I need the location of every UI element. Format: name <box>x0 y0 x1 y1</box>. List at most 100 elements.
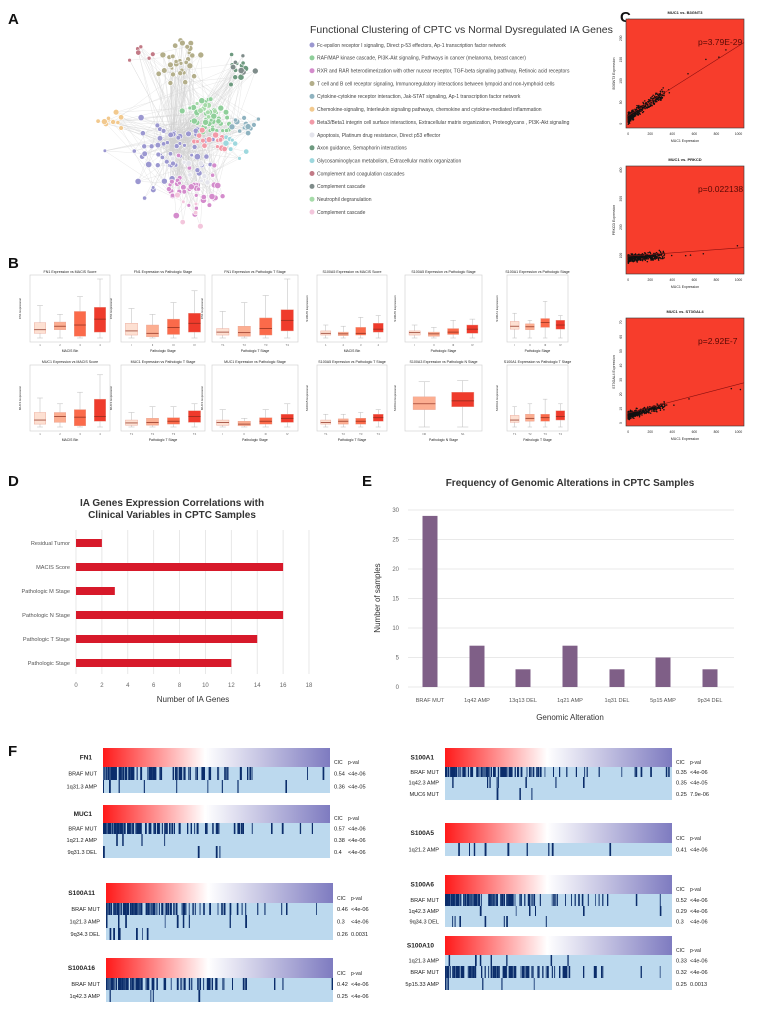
boxplot-xtick: 2 <box>342 343 344 347</box>
alteration-row: 1q42.3 AMP 0.29 <4e-06 <box>409 906 708 916</box>
alteration-event <box>475 894 477 906</box>
alteration-event <box>285 780 287 793</box>
network-node <box>217 104 225 112</box>
boxplot-title: MUC1 Expression vs Pathologic Stage <box>224 360 286 364</box>
alteration-event <box>187 823 189 834</box>
alteration-event <box>125 915 127 928</box>
alteration-event <box>567 955 569 966</box>
network-edge <box>209 77 242 113</box>
scatter-point <box>637 413 639 416</box>
expression-gradient-bar <box>445 823 672 843</box>
alteration-event <box>446 894 448 906</box>
alteration-event <box>533 894 536 906</box>
network-node <box>199 126 206 134</box>
alteration-event <box>182 915 185 928</box>
scatter-point <box>634 113 636 115</box>
alteration-event <box>238 823 241 834</box>
alteration-event <box>131 767 134 780</box>
alteration-event <box>609 843 612 856</box>
alteration-row-background <box>445 916 672 927</box>
alteration-event <box>282 978 284 990</box>
boxplot-xtick: 1 <box>39 343 41 347</box>
alteration-event <box>578 894 580 906</box>
alteration-event <box>659 894 661 906</box>
network-node <box>170 155 176 162</box>
alteration-event <box>449 894 451 906</box>
boxplot-box <box>555 410 565 421</box>
alteration-event <box>668 767 670 777</box>
scatter-xtick: 0 <box>627 278 629 282</box>
x-category-label: 1q21 AMP <box>557 698 583 704</box>
alteration-event <box>447 966 450 978</box>
alteration-event <box>453 767 456 777</box>
network-node <box>190 117 198 125</box>
alteration-event <box>525 966 527 978</box>
alteration-event <box>190 823 192 834</box>
alteration-event <box>242 978 245 990</box>
cic-value: 0.36 <box>334 785 345 791</box>
alteration-event <box>299 823 302 834</box>
x-category-label: 13q13 DEL <box>509 698 537 704</box>
alteration-event <box>121 767 122 780</box>
network-node <box>241 115 247 121</box>
scatter-point <box>636 107 638 109</box>
alteration-event <box>459 767 461 777</box>
scatter-pvalue: p=0.022138 <box>698 184 743 194</box>
alteration-event <box>571 894 572 906</box>
legend-swatch <box>309 55 315 61</box>
network-node <box>218 137 224 143</box>
scatter-point <box>657 254 659 257</box>
network-node <box>170 160 176 167</box>
network-edge <box>176 195 197 216</box>
boxplot-xtick: T3 <box>264 343 268 347</box>
boxplot-box <box>447 328 459 335</box>
boxplot-xtick: T4 <box>193 432 197 436</box>
alteration-event <box>555 777 557 788</box>
network-node <box>198 97 206 105</box>
alteration-event <box>124 767 127 780</box>
network-edge <box>171 68 259 120</box>
scatter-point <box>636 261 638 263</box>
network-node <box>202 119 209 126</box>
alteration-event <box>529 906 531 916</box>
legend-swatch <box>309 171 315 176</box>
scatter-point <box>656 411 658 413</box>
boxplot-10: S100A5 Expression vs Pathologic T Stage P… <box>305 360 388 442</box>
network-node <box>210 112 218 120</box>
scatter-point <box>642 110 645 113</box>
alteration-event <box>129 823 131 834</box>
network-edge <box>121 127 154 188</box>
scatter-point <box>633 259 635 262</box>
network-node <box>101 118 108 125</box>
network-node <box>228 123 236 131</box>
scatter-xlabel: MUC1 Expression <box>671 285 699 289</box>
scatter-point <box>638 256 640 259</box>
scatter-point <box>663 405 666 408</box>
alteration-event <box>507 843 510 856</box>
scatter-point <box>639 256 642 259</box>
pval-value: <4e-06 <box>348 827 366 833</box>
alteration-event <box>118 823 120 834</box>
scatter-ytick: 300 <box>619 196 623 202</box>
alteration-event <box>184 903 185 915</box>
scatter-xlabel: MUC1 Expression <box>671 139 699 143</box>
alteration-event <box>479 955 482 966</box>
alteration-event <box>281 903 283 915</box>
alteration-event <box>159 823 161 834</box>
boxplot-box <box>259 317 273 336</box>
scatter-point <box>640 411 643 414</box>
boxplot-xtick: 1 <box>39 432 41 436</box>
alteration-event <box>659 906 662 916</box>
alteration-event <box>107 767 110 780</box>
scatter-point <box>634 412 637 415</box>
legend-item: Glycosaminoglycan metabolism, Extracellu… <box>317 158 461 164</box>
network-node <box>118 114 125 121</box>
gene-name: S100A1 <box>411 755 435 762</box>
alteration-event <box>484 966 486 978</box>
network-edge <box>174 72 185 139</box>
scatter-point <box>656 98 659 100</box>
alteration-event <box>458 767 459 777</box>
alteration-event <box>453 966 456 978</box>
scatter-point <box>627 258 630 260</box>
boxplot-xtick: T4 <box>377 432 381 436</box>
